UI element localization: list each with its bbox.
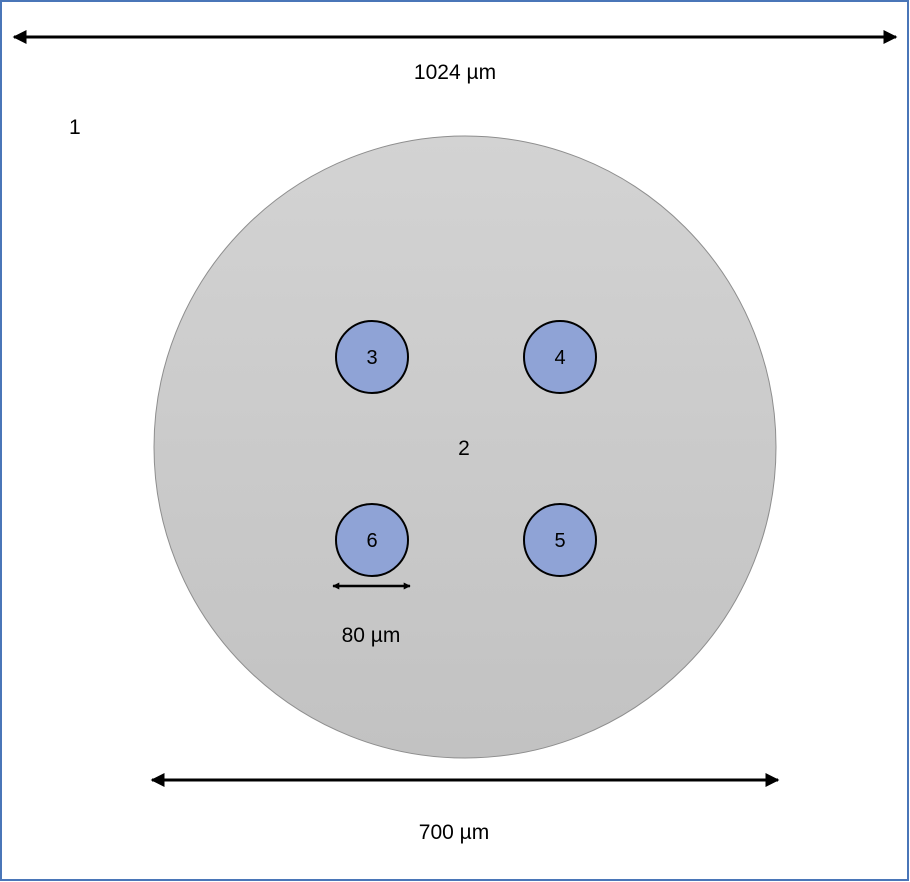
channel-3: 3 — [335, 320, 409, 394]
channel-3-circle — [335, 320, 409, 394]
region-1-label: 1 — [69, 116, 81, 139]
channel-6-label: 6 — [366, 530, 377, 552]
disk-region — [153, 135, 777, 759]
channel-5: 5 — [523, 503, 597, 577]
channel-4-circle — [523, 320, 597, 394]
channel-6: 6 — [335, 503, 409, 577]
channel-5-label: 5 — [554, 530, 565, 552]
channel-3-label: 3 — [366, 347, 377, 369]
bottom-dimension-label: 700 µm — [419, 821, 489, 844]
top-dimension-label: 1024 µm — [414, 61, 496, 84]
channel-6-circle — [335, 503, 409, 577]
channel-dimension-label: 80 µm — [342, 624, 401, 647]
channel-4-label: 4 — [554, 347, 565, 369]
channel-5-circle — [523, 503, 597, 577]
region-2-label: 2 — [458, 437, 470, 460]
channel-4: 4 — [523, 320, 597, 394]
